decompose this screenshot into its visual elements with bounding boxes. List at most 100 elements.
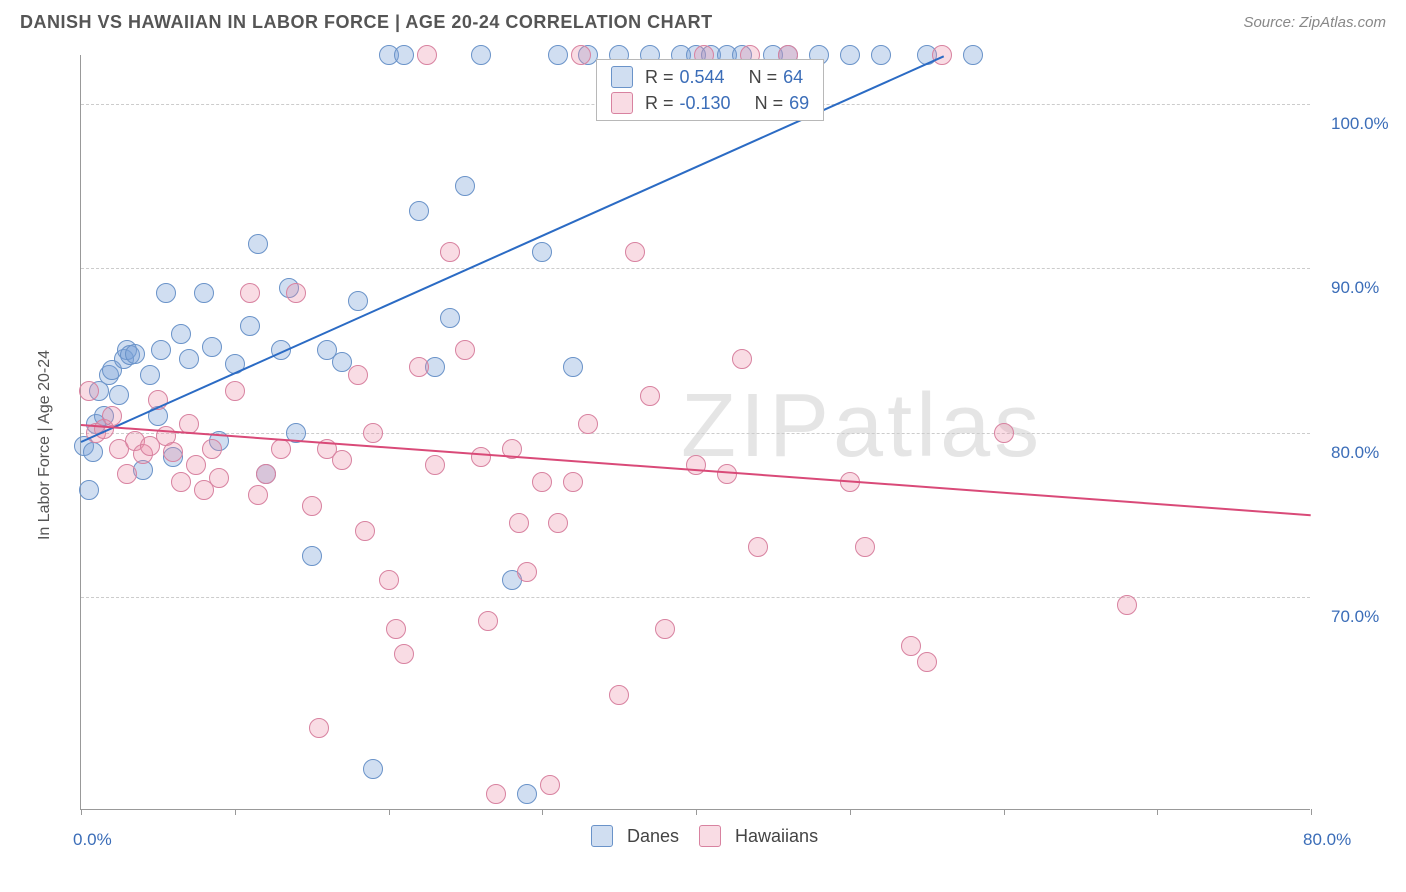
stats-r-value: 0.544 [680, 67, 725, 88]
data-point [563, 357, 583, 377]
data-point [994, 423, 1014, 443]
data-point [548, 513, 568, 533]
x-tick-label: 0.0% [73, 830, 112, 850]
data-point [901, 636, 921, 656]
data-point [125, 344, 145, 364]
data-point [571, 45, 591, 65]
data-point [409, 357, 429, 377]
stats-row: R = 0.544N = 64 [611, 64, 809, 90]
legend-swatch [699, 825, 721, 847]
data-point [286, 283, 306, 303]
data-point [186, 455, 206, 475]
stats-row: R = -0.130 N = 69 [611, 90, 809, 116]
stats-n-value: 69 [789, 93, 809, 114]
legend-swatch [611, 92, 633, 114]
data-point [455, 340, 475, 360]
data-point [732, 349, 752, 369]
data-point [540, 775, 560, 795]
data-point [478, 611, 498, 631]
chart-area: In Labor Force | Age 20-24 ZIPatlas 70.0… [50, 55, 1390, 835]
data-point [455, 176, 475, 196]
y-axis-label: In Labor Force | Age 20-24 [36, 350, 54, 540]
data-point [578, 414, 598, 434]
legend-label: Danes [627, 826, 679, 847]
data-point [640, 386, 660, 406]
data-point [302, 546, 322, 566]
x-tick [1157, 809, 1158, 815]
stats-n-value: 64 [783, 67, 803, 88]
legend-swatch [591, 825, 613, 847]
scatter-plot: ZIPatlas 70.0%80.0%90.0%100.0%0.0%80.0%R… [80, 55, 1310, 810]
stats-box: R = 0.544N = 64R = -0.130N = 69 [596, 59, 824, 121]
chart-source: Source: ZipAtlas.com [1243, 14, 1386, 31]
data-point [194, 283, 214, 303]
data-point [332, 450, 352, 470]
legend: Danes Hawaiians [591, 825, 818, 847]
data-point [83, 442, 103, 462]
data-point [409, 201, 429, 221]
data-point [117, 464, 137, 484]
data-point [471, 45, 491, 65]
x-tick [81, 809, 82, 815]
data-point [417, 45, 437, 65]
y-tick-label: 80.0% [1331, 443, 1379, 463]
data-point [179, 349, 199, 369]
legend-label: Hawaiians [735, 826, 818, 847]
data-point [440, 308, 460, 328]
data-point [855, 537, 875, 557]
gridline [81, 268, 1310, 269]
data-point [163, 442, 183, 462]
data-point [309, 718, 329, 738]
data-point [840, 45, 860, 65]
stats-r-label: R = [645, 67, 674, 88]
data-point [963, 45, 983, 65]
x-tick [696, 809, 697, 815]
data-point [609, 685, 629, 705]
data-point [363, 759, 383, 779]
data-point [240, 316, 260, 336]
x-tick [1311, 809, 1312, 815]
data-point [748, 537, 768, 557]
data-point [394, 644, 414, 664]
data-point [171, 472, 191, 492]
data-point [171, 324, 191, 344]
x-tick [1004, 809, 1005, 815]
y-tick-label: 100.0% [1331, 114, 1389, 134]
data-point [240, 283, 260, 303]
x-tick [850, 809, 851, 815]
data-point [379, 570, 399, 590]
data-point [486, 784, 506, 804]
data-point [109, 385, 129, 405]
data-point [140, 365, 160, 385]
data-point [209, 468, 229, 488]
legend-swatch [611, 66, 633, 88]
data-point [655, 619, 675, 639]
watermark: ZIPatlas [681, 375, 1043, 478]
data-point [440, 242, 460, 262]
data-point [355, 521, 375, 541]
data-point [151, 340, 171, 360]
data-point [363, 423, 383, 443]
data-point [302, 496, 322, 516]
data-point [79, 381, 99, 401]
legend-item: Hawaiians [699, 825, 818, 847]
data-point [202, 439, 222, 459]
stats-r-label: R = [645, 93, 674, 114]
x-tick [542, 809, 543, 815]
data-point [509, 513, 529, 533]
data-point [271, 439, 291, 459]
data-point [348, 291, 368, 311]
data-point [225, 381, 245, 401]
x-tick [235, 809, 236, 815]
chart-title: DANISH VS HAWAIIAN IN LABOR FORCE | AGE … [20, 12, 713, 33]
stats-n-label: N = [755, 93, 784, 114]
stats-r-value: -0.130 [680, 93, 731, 114]
data-point [548, 45, 568, 65]
data-point [79, 480, 99, 500]
data-point [256, 464, 276, 484]
data-point [532, 472, 552, 492]
y-tick-label: 70.0% [1331, 607, 1379, 627]
y-tick-label: 90.0% [1331, 278, 1379, 298]
data-point [348, 365, 368, 385]
data-point [917, 652, 937, 672]
